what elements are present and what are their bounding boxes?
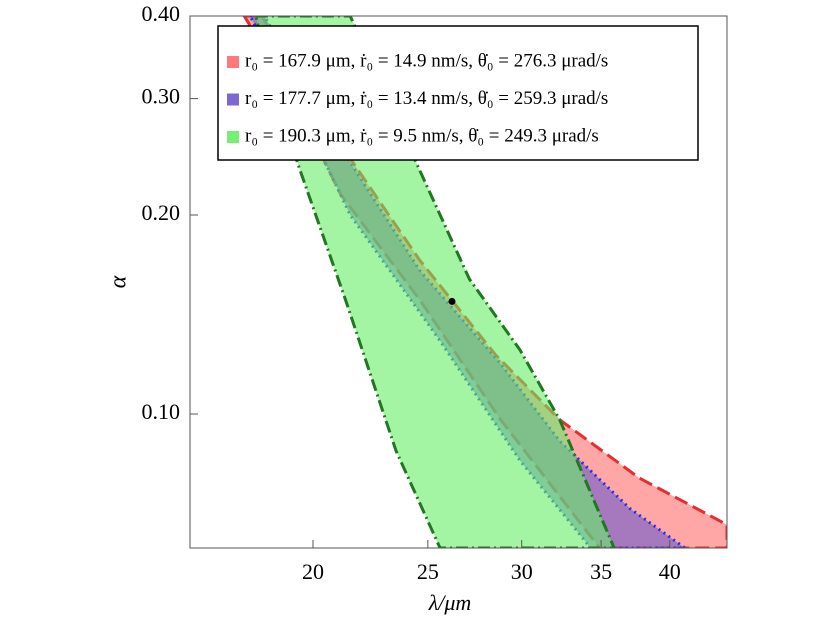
x-tick-label: 25 bbox=[417, 559, 439, 584]
legend-label: r₀ = 190.3 μm, ṙ₀ = 9.5 nm/s, θ̇₀ = 249.… bbox=[245, 125, 599, 146]
legend-label: r₀ = 177.7 μm, ṙ₀ = 13.4 nm/s, θ̇₀ = 259… bbox=[245, 88, 608, 109]
x-tick-label: 30 bbox=[511, 559, 533, 584]
legend-label: r₀ = 167.9 μm, ṙ₀ = 14.9 nm/s, θ̇₀ = 276… bbox=[245, 50, 608, 71]
marker-point bbox=[448, 297, 456, 305]
legend-swatch bbox=[227, 93, 239, 106]
x-tick-label: 35 bbox=[590, 559, 612, 584]
x-tick-label: 20 bbox=[302, 559, 324, 584]
legend-swatch bbox=[227, 131, 239, 143]
x-tick-label: 40 bbox=[659, 559, 681, 584]
y-tick-label: 0.20 bbox=[142, 200, 181, 225]
plot-frame bbox=[189, 15, 728, 549]
y-tick-label: 0.40 bbox=[142, 1, 181, 26]
y-axis-label: α bbox=[106, 275, 132, 288]
y-tick-label: 0.30 bbox=[142, 84, 181, 109]
legend-box bbox=[217, 25, 699, 161]
y-tick-label: 0.10 bbox=[142, 399, 181, 424]
legend-swatch bbox=[227, 56, 239, 68]
x-axis-label: λ/μm bbox=[428, 590, 472, 615]
